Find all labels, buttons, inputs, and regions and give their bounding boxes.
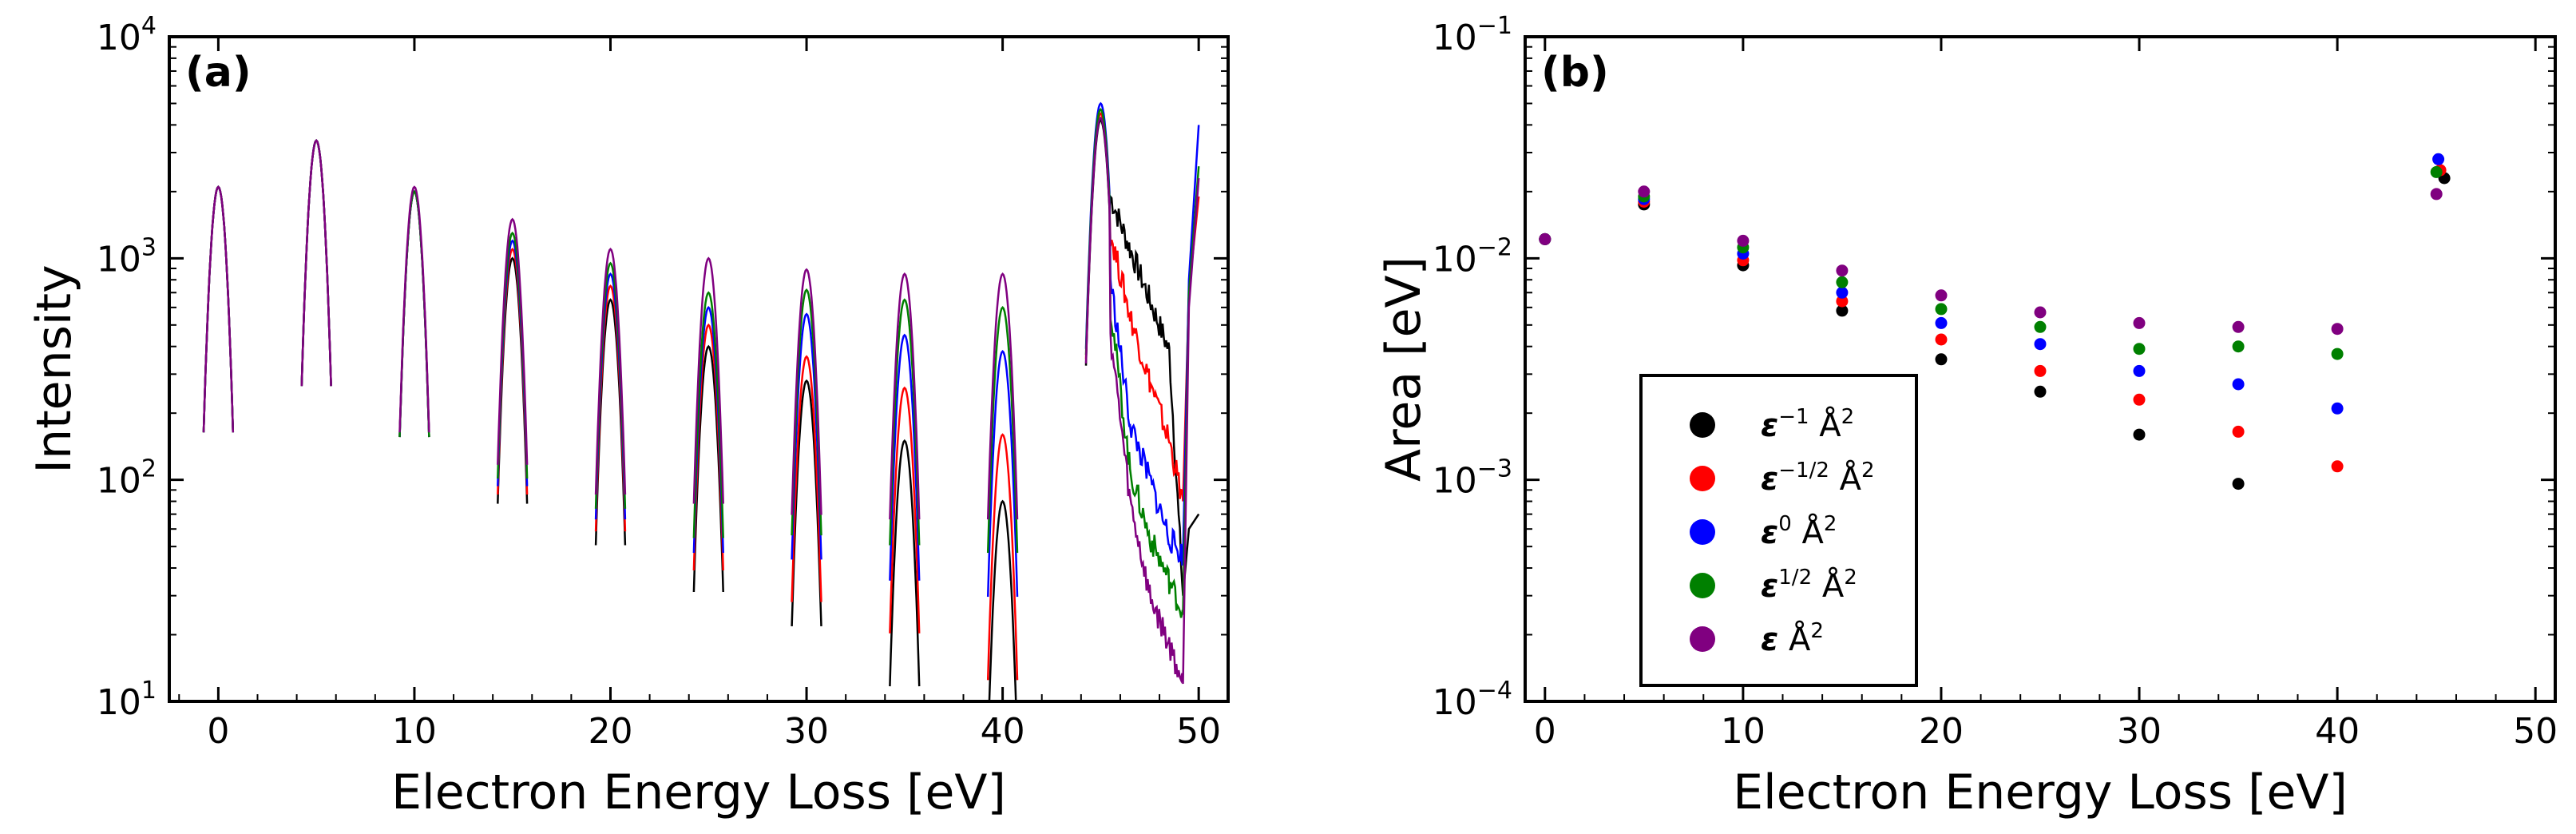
legend-entry-label: ε Å2 <box>1761 619 1824 658</box>
panel-b-data-point <box>1836 304 1849 317</box>
panel-b-x-tick-label: 30 <box>2117 711 2162 752</box>
panel-b-data-point <box>2034 385 2047 398</box>
panel-a-series-group <box>202 101 1200 701</box>
legend-marker <box>1690 412 1715 438</box>
panel-b-data-point <box>2432 153 2445 165</box>
panel-a-series-line <box>202 112 1200 681</box>
panel-b-y-axis-title: Area [eV] <box>1376 256 1432 482</box>
panel-b-x-tick-label: 50 <box>2513 711 2558 752</box>
legend-marker <box>1690 466 1715 491</box>
panel-a-x-tick-label: 10 <box>392 711 437 752</box>
panel-b-data-point <box>2133 393 2146 406</box>
legend-entry-label: ε1/2 Å2 <box>1761 566 1857 605</box>
legend-marker <box>1690 573 1715 598</box>
panel-b-data-point <box>2331 348 2344 360</box>
panel-b-data-point <box>2232 378 2245 391</box>
panel-b-area-chart: 0 10 20 30 40 50 10−4 10−3 10−2 10−1 (b) Electron… <box>1376 12 2558 820</box>
panel-a-ticks: 0 10 20 30 40 50 101 102 103 104 <box>97 12 1228 752</box>
panel-b-x-tick-label: 40 <box>2315 711 2360 752</box>
panel-b-data-point <box>2232 320 2245 333</box>
legend-marker <box>1690 626 1715 652</box>
panel-b-x-tick-label: 10 <box>1721 711 1766 752</box>
panel-b-y-tick-label: 10−1 <box>1433 12 1512 58</box>
legend-entry-label: ε−1 Å2 <box>1761 405 1854 444</box>
panel-b-y-tick-label: 10−2 <box>1433 233 1512 280</box>
panel-a-series-line <box>202 116 1200 685</box>
panel-a-x-tick-label: 20 <box>589 711 633 752</box>
panel-b-data-point <box>2232 340 2245 353</box>
panel-b-data-point <box>1836 276 1849 288</box>
panel-a-x-tick-label: 50 <box>1176 711 1221 752</box>
panel-b-data-point <box>1836 286 1849 299</box>
panel-a-plot-frame <box>168 35 1230 703</box>
panel-a-intensity-chart: 0 10 20 30 40 50 101 102 103 104 (a) Electron Ene… <box>26 12 1230 820</box>
panel-b-data-point <box>1935 303 1948 316</box>
panel-b-data-point <box>1737 234 1750 247</box>
panel-b-data-point <box>2034 338 2047 351</box>
legend-frame <box>1639 374 1918 687</box>
panel-b-data-point <box>2430 188 2443 201</box>
panel-a-label: (a) <box>185 49 252 97</box>
panel-b-y-tick-label: 10−4 <box>1433 677 1512 723</box>
panel-b-data-point <box>1935 316 1948 329</box>
panel-b-data-point <box>1935 333 1948 346</box>
panel-b-label: (b) <box>1541 49 1609 97</box>
panel-b-legend: ε−1 Å2 ε−1/2 Å2 ε0 Å2 ε1/2 Å2 ε Å2 <box>1639 374 1918 687</box>
panel-b-data-point <box>1638 185 1651 198</box>
panel-b-data-point <box>2133 316 2146 329</box>
panel-b-data-point <box>2034 306 2047 319</box>
panel-b-data-point <box>1836 264 1849 277</box>
panel-a-x-axis-title: Electron Energy Loss [eV] <box>391 764 1006 820</box>
panel-b-data-point <box>2331 323 2344 336</box>
panel-a-y-tick-label: 104 <box>97 12 157 58</box>
panel-b-data-point <box>2430 165 2443 178</box>
panel-a-y-tick-label: 102 <box>97 455 157 502</box>
panel-b-data-point <box>2133 343 2146 355</box>
panel-a-y-axis-title: Intensity <box>26 264 82 473</box>
panel-a-y-tick-label: 103 <box>97 233 157 280</box>
panel-b-data-point <box>1935 289 1948 302</box>
panel-b-data-point <box>2034 320 2047 333</box>
panel-a-series-line <box>202 118 1200 701</box>
panel-a-x-tick-label: 30 <box>784 711 829 752</box>
panel-b-data-point <box>2331 460 2344 473</box>
legend-entry-label: ε−1/2 Å2 <box>1761 459 1875 498</box>
panel-b-data-point <box>1539 232 1552 245</box>
panel-b-x-tick-label: 0 <box>1534 711 1556 752</box>
panel-b-data-point <box>1935 353 1948 366</box>
panel-b-data-point <box>2232 425 2245 438</box>
panel-b-data-point <box>2133 428 2146 441</box>
legend-entry-label: ε0 Å2 <box>1761 512 1837 551</box>
panel-a-x-tick-label: 0 <box>207 711 229 752</box>
panel-b-data-point <box>2034 364 2047 377</box>
panel-b-plot-frame <box>1524 35 2557 703</box>
panel-a-series-line <box>202 107 1200 618</box>
panel-b-data-point <box>2133 364 2146 377</box>
panel-b-data-point <box>2232 478 2245 490</box>
panel-a-y-tick-label: 101 <box>97 677 157 723</box>
panel-b-y-tick-label: 10−3 <box>1433 455 1512 502</box>
panel-b-data-point <box>2331 402 2344 415</box>
panel-b-x-axis-title: Electron Energy Loss [eV] <box>1733 764 2348 820</box>
panel-b-x-tick-label: 20 <box>1919 711 1964 752</box>
panel-b-ticks: 0 10 20 30 40 50 10−4 10−3 10−2 10−1 <box>1433 12 2558 752</box>
legend-marker <box>1690 519 1715 545</box>
panel-b-data-point <box>1836 295 1849 308</box>
panel-a-x-tick-label: 40 <box>981 711 1025 752</box>
panel-b-series-group <box>1539 153 2451 490</box>
